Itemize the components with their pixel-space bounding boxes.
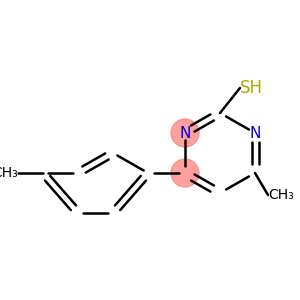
Text: N: N bbox=[249, 125, 261, 140]
Text: SH: SH bbox=[240, 79, 263, 97]
Circle shape bbox=[171, 159, 199, 187]
Text: N: N bbox=[179, 125, 191, 140]
Text: CH₃: CH₃ bbox=[268, 188, 294, 202]
Text: CH₃: CH₃ bbox=[0, 166, 18, 180]
Circle shape bbox=[171, 119, 199, 147]
